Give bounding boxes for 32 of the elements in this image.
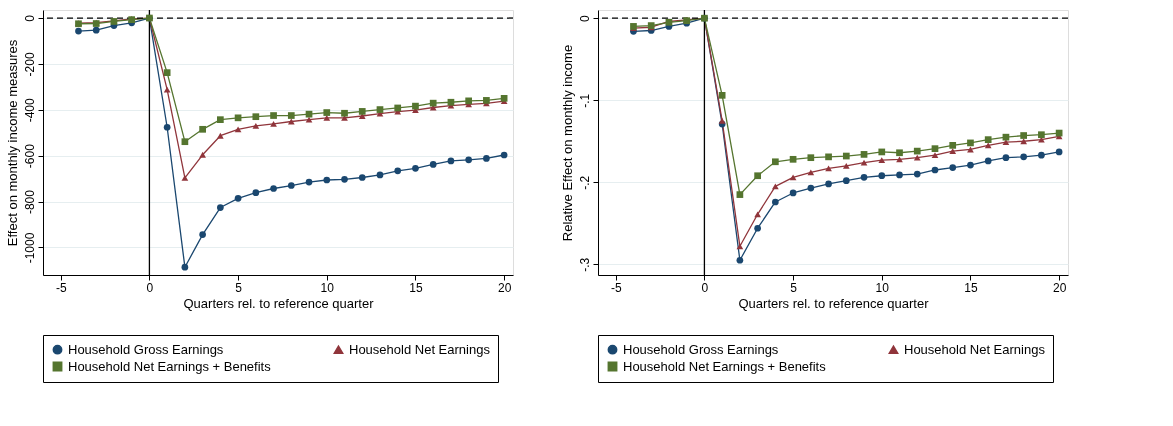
y-axis-title: Relative Effect on monthly income — [559, 44, 575, 242]
y-tick-label: -600 — [22, 143, 37, 169]
x-tick-label: 20 — [497, 280, 512, 295]
legend-label: Household Net Earnings + Benefits — [68, 358, 272, 374]
legend-label: Household Net Earnings — [904, 341, 1046, 357]
x-tick-label: 0 — [701, 280, 709, 295]
legend-label: Household Gross Earnings — [68, 341, 224, 357]
y-tick-label: -1000 — [22, 232, 37, 264]
x-tick-label: 20 — [1052, 280, 1067, 295]
x-axis-title: Quarters rel. to reference quarter — [183, 295, 375, 311]
y-tick-label: -400 — [22, 97, 37, 123]
y-tick-label: -.2 — [577, 175, 592, 190]
y-tick-label: -.1 — [577, 93, 592, 108]
x-tick-label: 5 — [235, 280, 243, 295]
x-tick-label: 10 — [320, 280, 335, 295]
y-tick-label: 0 — [22, 14, 37, 22]
x-tick-label: 5 — [790, 280, 798, 295]
y-tick-label: -.3 — [577, 257, 592, 272]
legend-label: Household Net Earnings — [349, 341, 491, 357]
x-tick-label: 0 — [146, 280, 154, 295]
x-tick-label: 15 — [409, 280, 423, 295]
y-tick-label: -800 — [22, 189, 37, 215]
legend-label: Household Gross Earnings — [623, 341, 779, 357]
x-tick-label: -5 — [55, 280, 67, 295]
x-tick-label: 15 — [964, 280, 978, 295]
y-axis-title: Effect on monthly income measures — [4, 39, 20, 247]
legend-label: Household Net Earnings + Benefits — [623, 358, 827, 374]
x-tick-label: -5 — [610, 280, 622, 295]
x-tick-label: 10 — [875, 280, 890, 295]
y-tick-label: 0 — [577, 15, 592, 23]
y-tick-label: -200 — [22, 52, 37, 77]
x-axis-title: Quarters rel. to reference quarter — [738, 295, 930, 311]
